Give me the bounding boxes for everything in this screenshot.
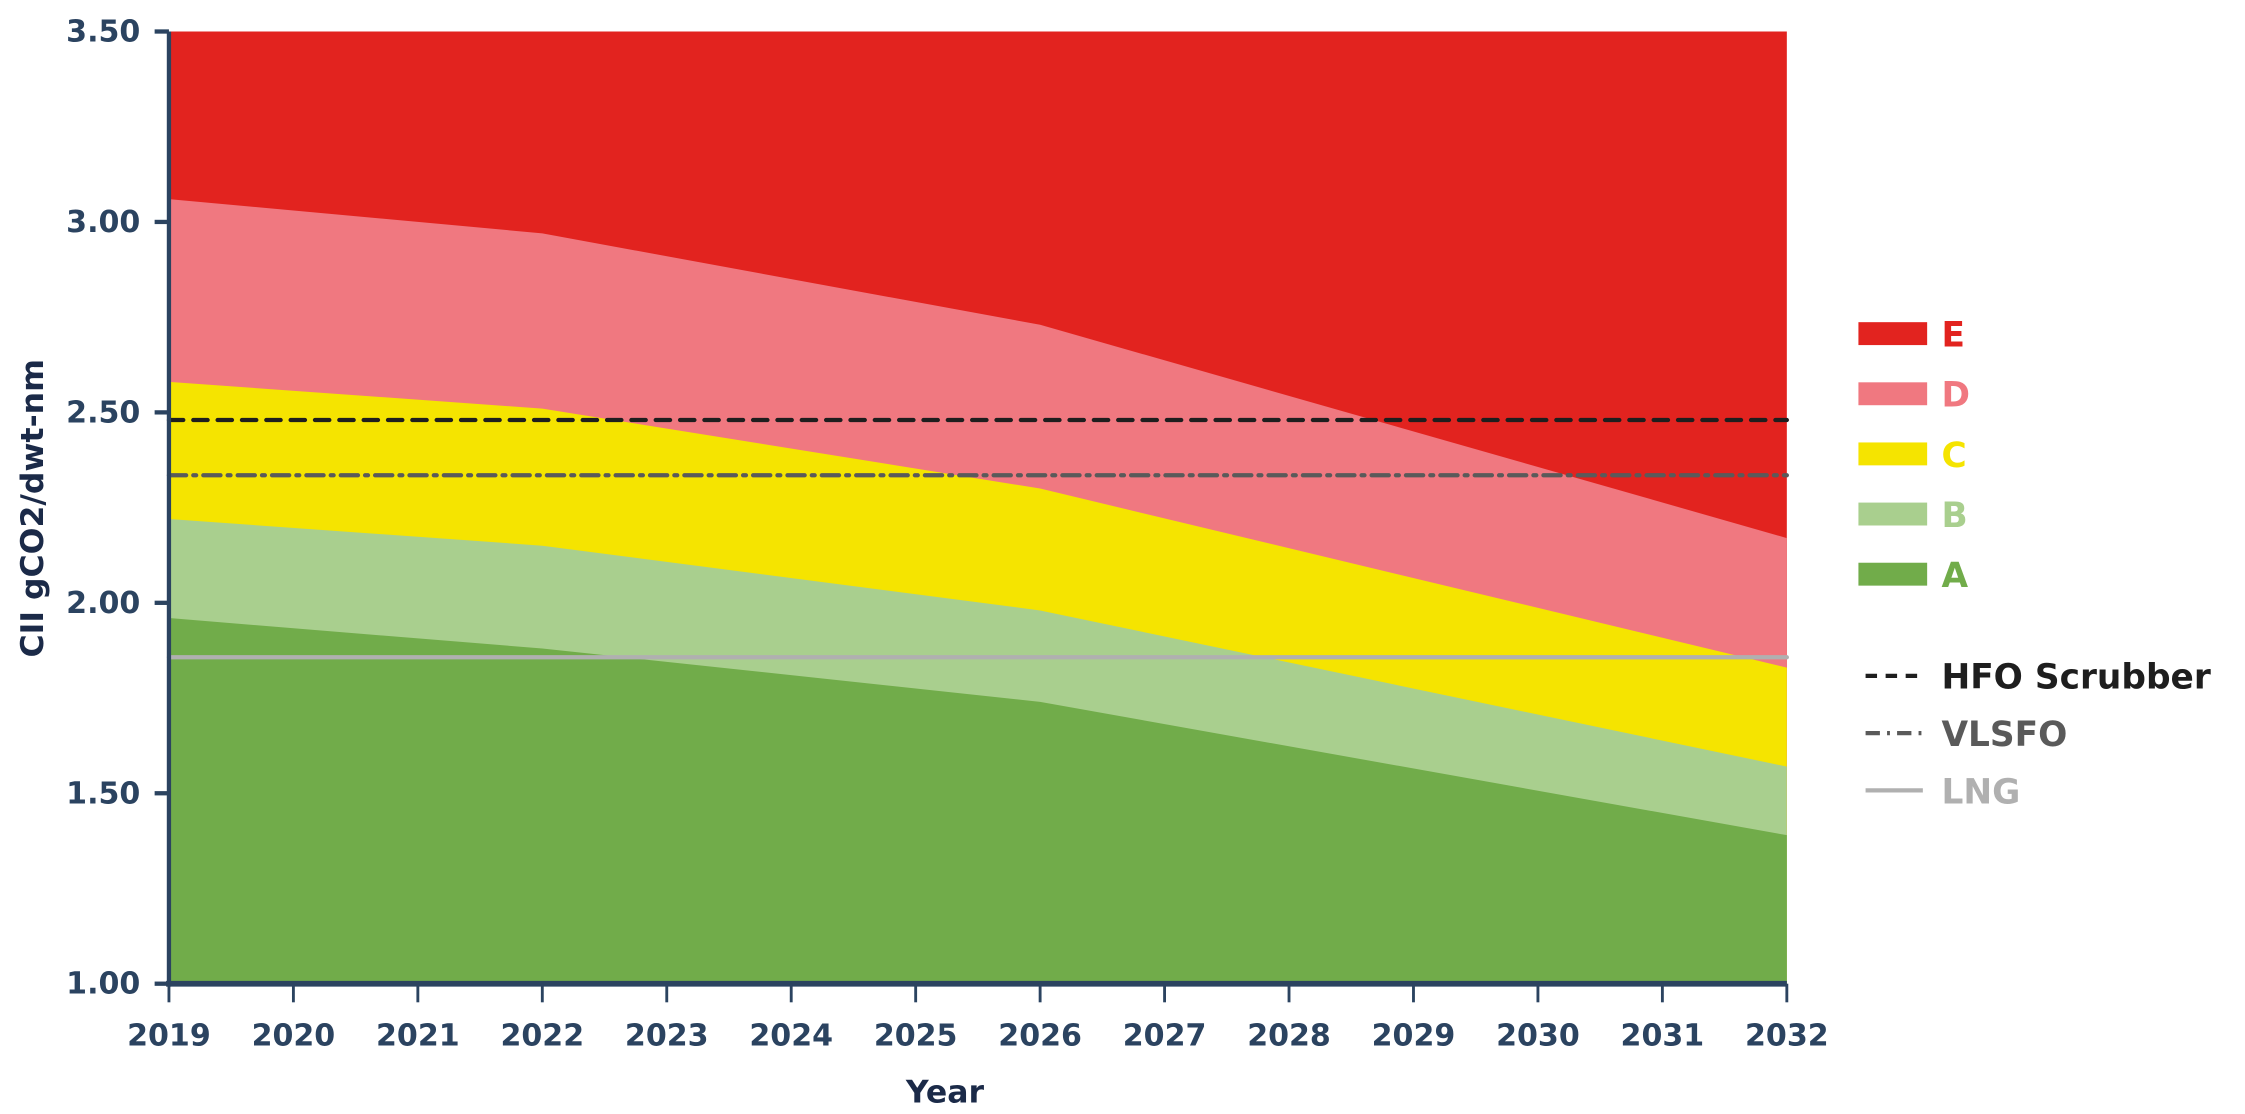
x-tick-label: 2019 — [127, 1018, 211, 1053]
y-tick-label: 3.50 — [66, 15, 140, 50]
x-tick-label: 2031 — [1621, 1018, 1705, 1053]
x-tick-label: 2023 — [625, 1018, 709, 1053]
y-tick-label: 1.00 — [66, 967, 140, 1002]
legend-label-d: D — [1941, 376, 1970, 416]
x-tick-label: 2029 — [1372, 1018, 1456, 1053]
legend-label-a: A — [1941, 556, 1968, 596]
rating-bands — [168, 31, 1787, 984]
x-tick-label: 2024 — [749, 1018, 833, 1053]
legend-label-c: C — [1941, 436, 1966, 476]
legend-swatch-e — [1858, 322, 1928, 346]
x-tick-label: 2022 — [500, 1018, 584, 1053]
x-tick-label: 2032 — [1745, 1018, 1829, 1053]
y-tick-label: 2.00 — [66, 586, 140, 621]
y-tick-label: 3.00 — [66, 205, 140, 240]
x-tick-label: 2030 — [1496, 1018, 1580, 1053]
legend-swatch-b — [1858, 502, 1928, 526]
legend-label-hfo-scrubber: HFO Scrubber — [1941, 658, 2210, 698]
x-tick-label: 2026 — [998, 1018, 1082, 1053]
x-axis-title: Year — [905, 1075, 985, 1111]
legend-swatch-d — [1858, 382, 1928, 406]
y-axis-title: CII gCO2/dwt-nm — [15, 359, 51, 657]
y-tick-label: 1.50 — [66, 776, 140, 811]
x-tick-label: 2028 — [1247, 1018, 1331, 1053]
legend-label-vlsfo: VLSFO — [1941, 715, 2067, 755]
y-tick-label: 2.50 — [66, 395, 140, 430]
x-tick-label: 2020 — [252, 1018, 336, 1053]
x-tick-label: 2021 — [376, 1018, 460, 1053]
legend-label-b: B — [1941, 496, 1967, 536]
x-tick-label: 2027 — [1123, 1018, 1207, 1053]
legend-swatch-c — [1858, 442, 1928, 466]
reference-lines — [166, 417, 1789, 660]
legend-label-e: E — [1941, 316, 1964, 356]
axes: 1.00 1.50 2.00 2.50 3.00 3.50 2019 2020 2021 2022… — [66, 15, 1828, 1054]
band-a — [168, 618, 1787, 984]
legend-label-lng: LNG — [1941, 772, 2020, 812]
legend-swatch-a — [1858, 562, 1928, 586]
x-tick-label: 2025 — [874, 1018, 958, 1053]
